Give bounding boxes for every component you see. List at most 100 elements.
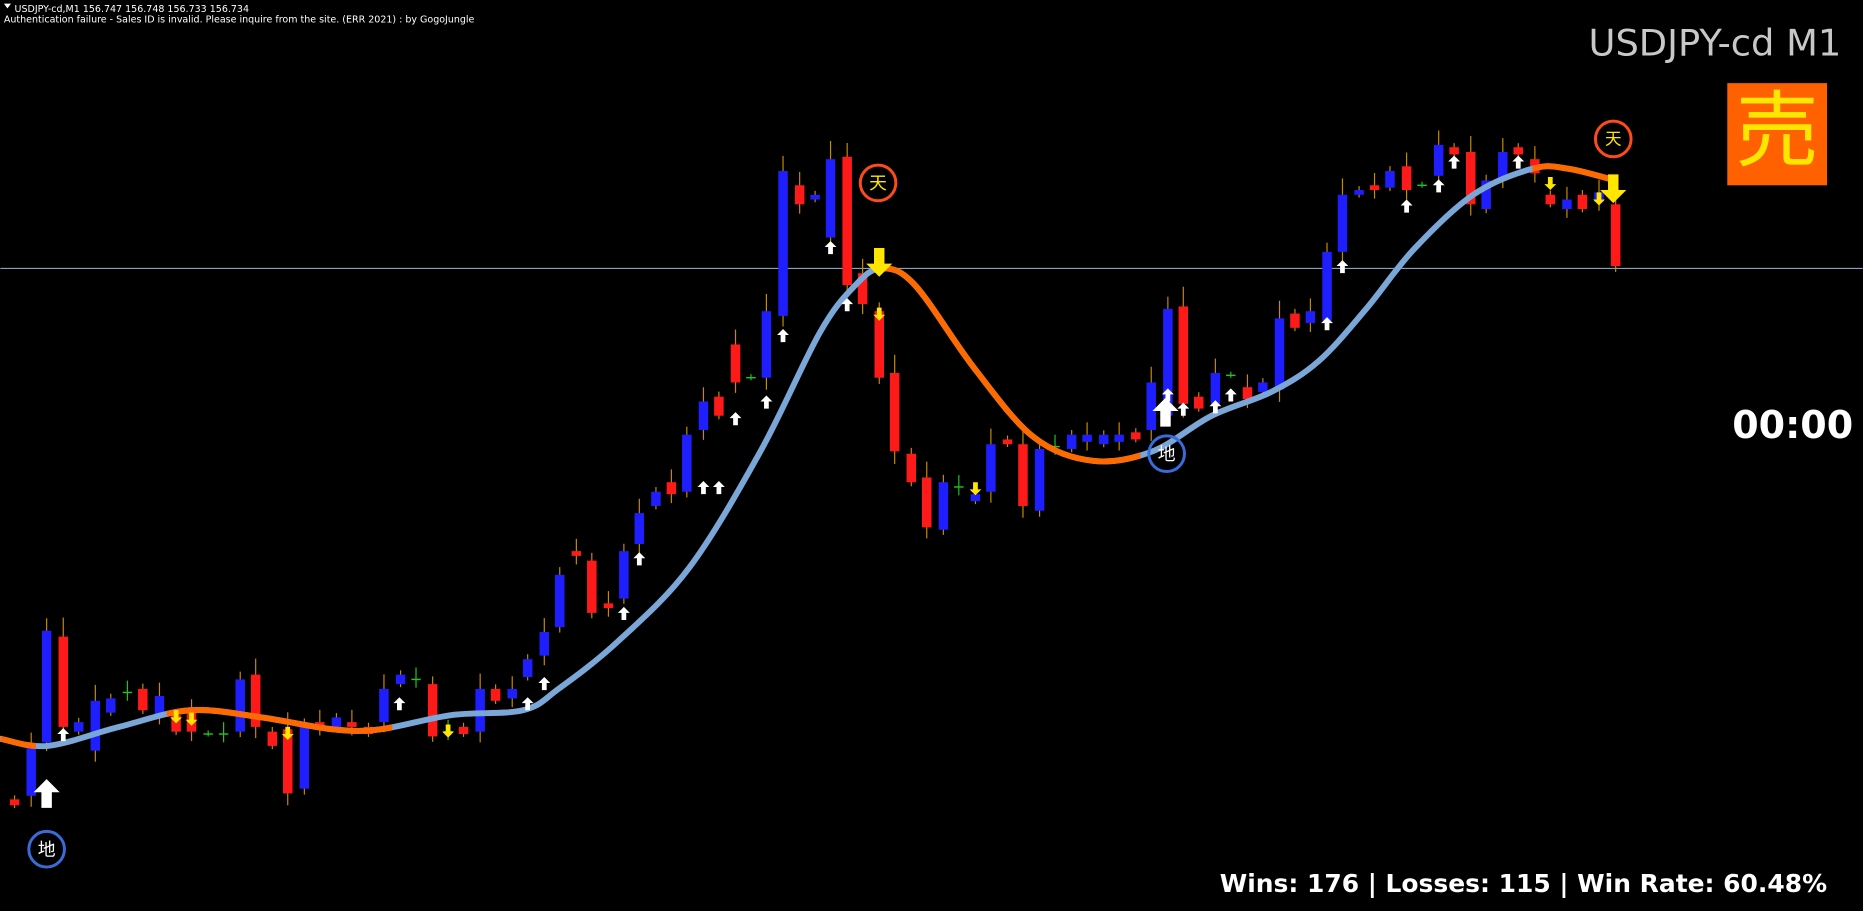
- candle-body: [698, 401, 709, 430]
- candle-body: [522, 659, 533, 678]
- marker-circle: [27, 829, 66, 869]
- up-arrow: [633, 552, 646, 566]
- up-arrow: [1448, 155, 1461, 169]
- candle-body: [970, 494, 981, 502]
- candle-body: [651, 491, 661, 506]
- marker-glyph: 天: [1605, 130, 1622, 149]
- candle-body: [475, 688, 485, 732]
- down-arrow: [442, 724, 455, 738]
- candle-body: [1433, 144, 1444, 176]
- candle-body: [395, 674, 406, 685]
- bottom-marker: 地: [1147, 434, 1186, 474]
- marker-circle: [1593, 119, 1633, 159]
- marker-glyph: 地: [1158, 444, 1176, 465]
- candle-body: [1369, 185, 1380, 191]
- candle-body: [921, 477, 932, 528]
- candle-body: [1034, 448, 1045, 511]
- candle-body: [1146, 382, 1156, 430]
- down-arrow: [185, 712, 198, 726]
- candle-body: [458, 726, 469, 735]
- candle-body: [842, 156, 852, 286]
- candle-body: [1385, 171, 1395, 188]
- up-arrow: [841, 298, 854, 312]
- candle-body: [778, 171, 788, 316]
- candle-body: [1242, 387, 1253, 400]
- down-arrow: [1600, 174, 1627, 204]
- candle-body: [906, 453, 917, 483]
- up-arrow: [712, 481, 725, 495]
- candle-body: [1082, 434, 1092, 442]
- up-arrow: [521, 697, 534, 711]
- up-arrow: [1400, 199, 1413, 213]
- candle-body: [619, 551, 629, 599]
- up-arrow: [760, 395, 773, 409]
- candle-body: [90, 700, 101, 751]
- up-arrow: [1152, 397, 1179, 427]
- marker-circle: [1147, 434, 1186, 474]
- down-arrow: [1593, 192, 1605, 206]
- candle-body: [1610, 204, 1621, 267]
- candle-body: [938, 482, 949, 530]
- down-arrow: [1544, 176, 1557, 191]
- candle-body: [889, 372, 900, 452]
- down-arrow: [969, 482, 982, 496]
- candle-body: [1131, 432, 1141, 440]
- candle-body: [1210, 372, 1221, 404]
- bottom-marker: 地: [27, 829, 66, 869]
- up-arrow: [1512, 155, 1525, 169]
- candle-body: [1193, 396, 1204, 409]
- candle-body: [1401, 166, 1412, 191]
- down-arrow: [281, 726, 294, 740]
- top-marker: 天: [858, 163, 898, 203]
- candle-body: [634, 513, 645, 544]
- candle-body: [1274, 318, 1285, 390]
- candle-body: [1337, 194, 1348, 252]
- candle-body: [331, 717, 342, 727]
- candle-body: [507, 688, 517, 699]
- candle-body: [539, 631, 550, 656]
- up-arrow: [1336, 260, 1349, 274]
- candle-body: [73, 722, 84, 732]
- candle-body: [666, 482, 677, 495]
- candle-body: [825, 159, 836, 238]
- up-arrow: [824, 241, 837, 255]
- moving-average: [0, 163, 1619, 750]
- candle-body: [587, 560, 597, 613]
- candle-body: [299, 726, 310, 789]
- candle-body: [874, 311, 884, 378]
- symbol-title: USDJPY-cd M1: [1589, 22, 1842, 65]
- up-arrow: [1177, 402, 1190, 416]
- up-arrow: [777, 329, 789, 343]
- candle-body: [1449, 147, 1459, 155]
- candle-body: [347, 722, 357, 727]
- up-arrow: [57, 728, 70, 742]
- up-arrow: [729, 412, 742, 426]
- collapse-icon: [3, 3, 11, 9]
- candle-body: [682, 434, 692, 492]
- signal-glyph: 売: [1736, 83, 1819, 180]
- candle-body: [1577, 194, 1588, 210]
- candle-body: [379, 688, 389, 723]
- up-arrow: [1224, 388, 1237, 402]
- up-arrow: [697, 481, 710, 495]
- candle-body: [106, 698, 116, 713]
- signal-arrows: [33, 155, 1627, 808]
- candle-body: [1305, 311, 1316, 324]
- candle-body: [1178, 306, 1189, 404]
- candle-body: [714, 396, 724, 416]
- candle-body: [761, 311, 772, 378]
- candle-body: [1066, 434, 1077, 449]
- down-arrow: [170, 710, 183, 724]
- candle-body: [1513, 147, 1523, 155]
- candle-body: [1114, 434, 1124, 442]
- marker-glyph: 天: [869, 173, 887, 194]
- candle-body: [730, 344, 741, 383]
- up-arrow: [393, 697, 406, 711]
- candle-body: [1498, 152, 1508, 179]
- candle-body: [41, 630, 52, 743]
- candle-body: [1322, 251, 1332, 321]
- candle-body: [427, 684, 438, 737]
